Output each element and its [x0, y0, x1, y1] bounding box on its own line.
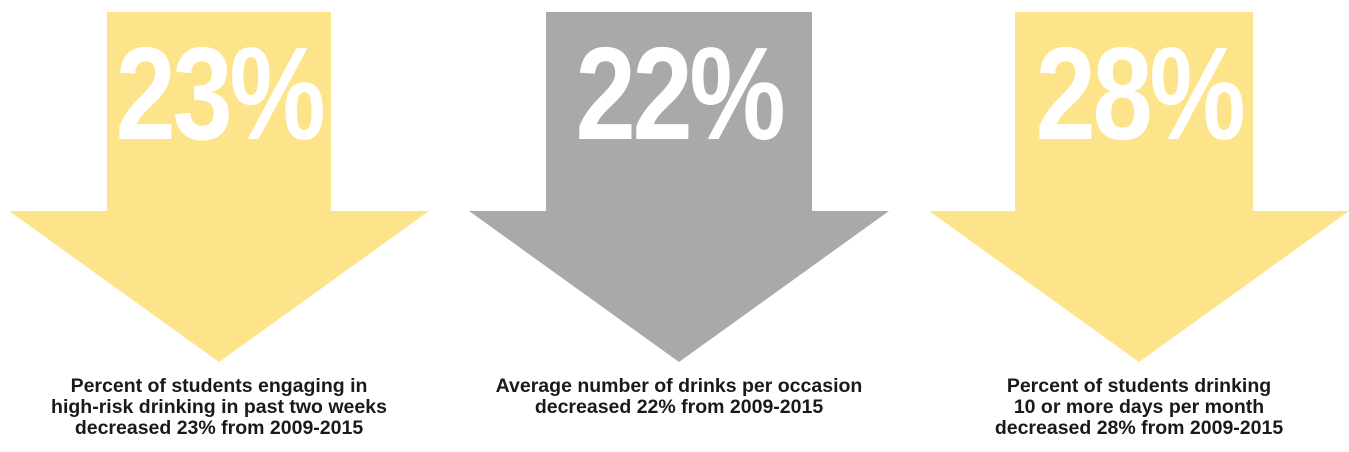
stat-drinks-per-occasion: 22% Average number of drinks per occasio… [469, 0, 889, 452]
stat-caption: Average number of drinks per occasion de… [469, 376, 889, 418]
stat-value: 22% [575, 20, 786, 167]
stat-caption: Percent of students drinking 10 or more … [929, 376, 1349, 439]
stat-value: 23% [115, 20, 326, 167]
stat-drinking-days: 28% Percent of students drinking 10 or m… [929, 0, 1349, 452]
caption-line: decreased 22% from 2009-2015 [534, 396, 824, 418]
caption-line: decreased 28% from 2009-2015 [994, 417, 1284, 439]
caption-line: Average number of drinks per occasion [495, 375, 863, 397]
caption-line: Percent of students drinking [1006, 375, 1272, 397]
caption-line: high-risk drinking in past two weeks [51, 396, 387, 418]
stat-high-risk-drinking: 23% Percent of students engaging in high… [9, 0, 429, 452]
down-arrow-icon [929, 12, 1349, 362]
stat-value: 28% [1035, 20, 1246, 167]
down-arrow-icon [469, 12, 889, 362]
arrow-shape [929, 12, 1349, 362]
caption-line: Percent of students engaging in [70, 375, 368, 397]
caption-line: 10 or more days per month [1013, 396, 1265, 418]
arrow-shape [9, 12, 429, 362]
arrow-shape [469, 12, 889, 362]
caption-line: decreased 23% from 2009-2015 [74, 417, 364, 439]
down-arrow-icon [9, 12, 429, 362]
stat-caption: Percent of students engaging in high-ris… [9, 376, 429, 439]
